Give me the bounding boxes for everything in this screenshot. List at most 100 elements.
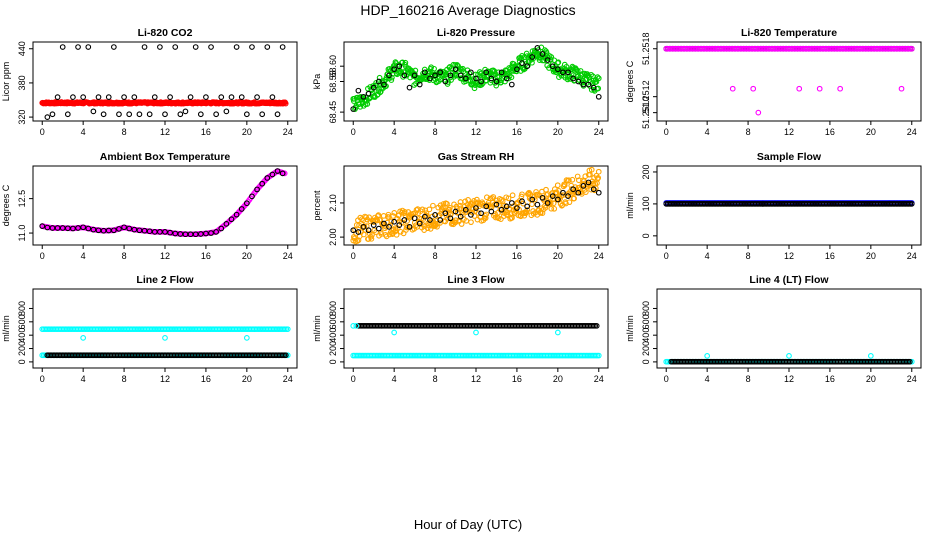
y-tick-label: 11.0 [17, 225, 27, 242]
data-point-dense [595, 175, 602, 181]
data-point-dense [595, 168, 602, 175]
data-point-hourly [386, 224, 392, 230]
data-point-hourly [269, 94, 276, 101]
data-point-dense [388, 77, 395, 83]
x-tick-label: 16 [201, 251, 211, 261]
data-point-dense [588, 166, 595, 173]
data-point-hourly [213, 111, 219, 118]
y-axis-label: degrees C [1, 184, 11, 226]
data-point-hourly [570, 75, 577, 82]
data-point-hourly [539, 51, 546, 57]
data-point-start [353, 322, 360, 329]
data-point-low [750, 85, 757, 92]
x-tick-label: 24 [283, 374, 293, 384]
data-point-hourly [529, 54, 536, 60]
data-point-low [837, 85, 844, 92]
y-tick-label: 400 [328, 328, 338, 343]
y-tick-label: 2.00 [328, 228, 338, 246]
x-tick-label: 0 [351, 374, 356, 384]
x-tick-label: 8 [433, 374, 438, 384]
data-point-hourly [585, 81, 592, 88]
data-point-hourly [80, 94, 87, 101]
data-point-hourly [172, 44, 179, 50]
data-point-low [796, 85, 803, 92]
data-point-dense [368, 235, 375, 242]
data-point-hourly [75, 225, 81, 231]
data-point-hourly [192, 44, 199, 50]
y-tick-label: 600 [328, 314, 338, 329]
data-point-hourly [549, 63, 556, 70]
y-tick-label: 100 [641, 196, 651, 211]
x-tick-label: 4 [705, 374, 710, 384]
plot-area [39, 44, 289, 120]
data-point-overlay [908, 45, 915, 52]
x-tick-label: 20 [553, 374, 563, 384]
x-tick-label: 12 [784, 374, 794, 384]
data-point-hourly [488, 75, 495, 82]
data-point-dense [547, 200, 554, 207]
data-point-dense [350, 98, 357, 104]
data-point-dense [554, 182, 561, 189]
data-point-dense [401, 209, 408, 215]
data-point-dense [529, 201, 535, 208]
x-tick-label: 4 [81, 127, 86, 137]
data-point-dips [162, 335, 168, 341]
x-tick-label: 8 [122, 251, 127, 261]
data-point-hourly [575, 189, 582, 196]
data-point-dips [554, 329, 561, 336]
data-point-dense [478, 81, 485, 88]
data-point-hourly [100, 111, 107, 118]
data-point-hourly [473, 75, 479, 82]
plot-area [663, 353, 915, 365]
data-point-hourly [197, 111, 204, 118]
data-point-dense [398, 69, 405, 75]
data-point-hourly [442, 78, 449, 85]
data-point-hourly [182, 108, 189, 115]
data-point-dense [394, 225, 401, 232]
data-point-dense [563, 200, 569, 207]
data-point-hourly [452, 66, 459, 73]
x-tick-label: 24 [283, 127, 293, 137]
data-point-hourly [508, 200, 515, 206]
data-point-hourly [370, 222, 377, 228]
x-tick-label: 12 [160, 251, 170, 261]
data-point-hourly [391, 66, 398, 73]
data-point-hourly [223, 221, 230, 227]
data-point-dense [434, 223, 440, 230]
x-tick-label: 20 [242, 127, 252, 137]
data-point-hourly [39, 223, 46, 230]
data-point-hourly [157, 44, 163, 50]
data-point-hourly [264, 44, 271, 50]
data-point-hourly [350, 227, 357, 234]
data-point-dense [482, 215, 489, 221]
data-point-hourly [396, 222, 403, 228]
data-point-hourly [554, 196, 561, 203]
chart-title: Li-820 Pressure [437, 27, 515, 39]
data-point-dense [498, 216, 504, 222]
data-point-dense [538, 44, 545, 51]
data-point-hourly [254, 186, 260, 193]
x-tick-label: 0 [351, 127, 356, 137]
data-point-hourly [49, 111, 56, 118]
data-point-dense [474, 196, 480, 203]
data-point-hourly [110, 227, 117, 234]
data-point-hourly [146, 111, 153, 118]
plot-area [39, 168, 288, 238]
data-point-hourly [126, 225, 133, 232]
data-point-hourly [411, 215, 418, 222]
data-point-hourly [259, 180, 266, 187]
x-tick-label: 20 [242, 251, 252, 261]
data-point-hourly [243, 111, 250, 118]
data-point-hourly [437, 69, 444, 76]
data-point-dense [431, 65, 437, 72]
x-tick-label: 4 [81, 251, 86, 261]
y-axis-label: ml/min [625, 192, 635, 219]
y-tick-label: 0 [641, 233, 651, 238]
data-point-hourly [401, 217, 408, 223]
data-point-hourly [396, 63, 403, 70]
data-point-hourly [116, 226, 122, 232]
data-point-hourly [462, 75, 469, 82]
data-point-low [755, 109, 762, 116]
data-point-dense [404, 224, 411, 230]
